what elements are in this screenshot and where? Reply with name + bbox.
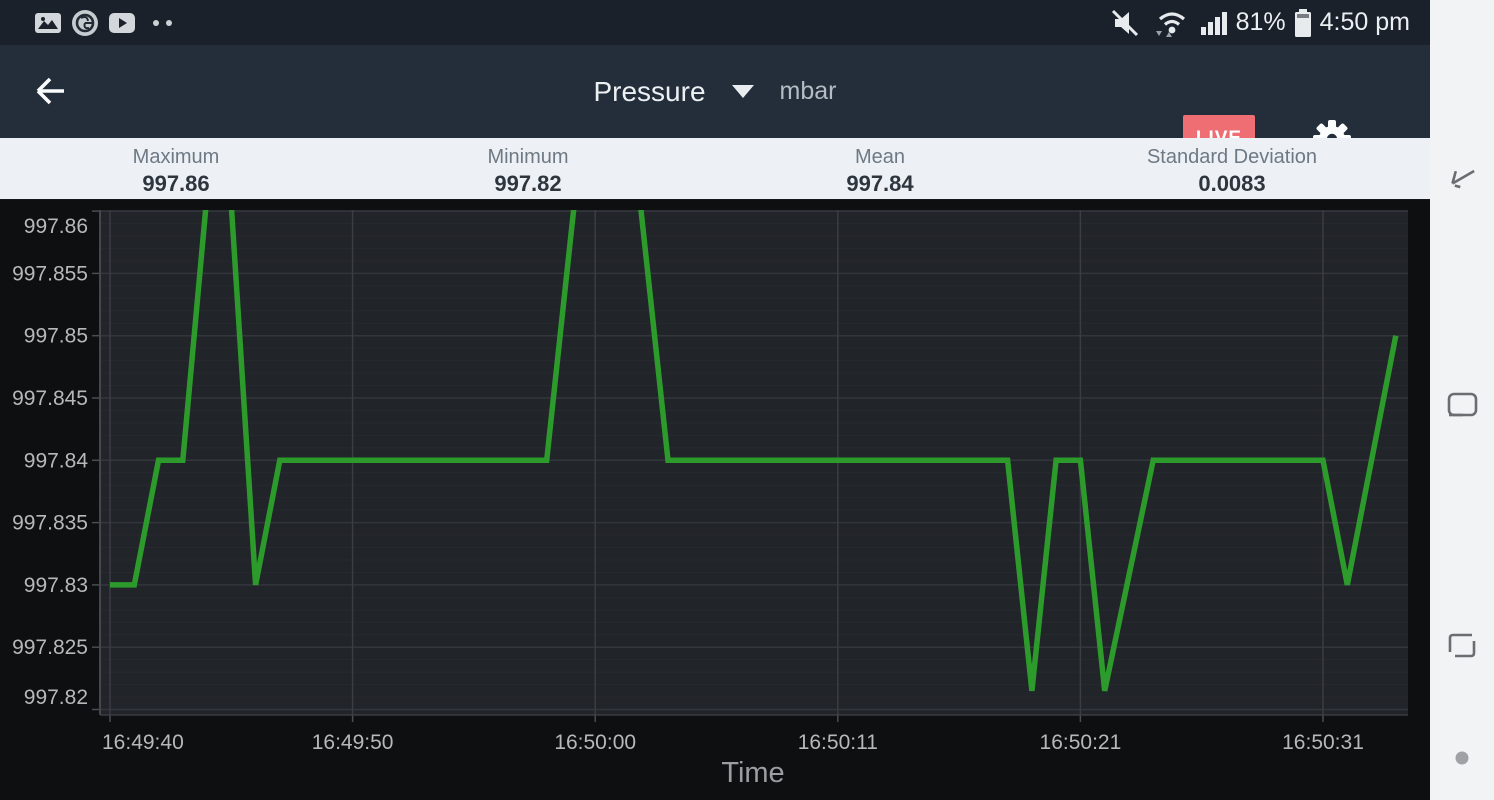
stat-minimum: Minimum 997.82 [352,138,704,199]
back-button[interactable] [28,69,72,113]
stat-label: Maximum [132,145,220,168]
nav-back-icon [1451,169,1475,189]
nav-home-icon [1447,392,1478,417]
stat-mean: Mean 997.84 [704,138,1056,199]
x-axis-title: Time [721,757,784,789]
back-arrow-icon [36,77,64,105]
stat-label: Mean [854,145,906,168]
x-axis-tick-label: 16:49:50 [312,731,394,754]
nav-recents-button[interactable] [1430,614,1494,678]
nav-recents-icon [1448,633,1476,658]
ge-logo-icon [72,9,98,36]
x-axis-tick-label: 16:50:31 [1282,731,1364,754]
nav-back-button[interactable] [1430,146,1494,210]
y-axis-tick-label: 997.855 [12,262,88,285]
nav-home-button[interactable] [1430,372,1494,436]
y-axis-tick-label: 997.835 [12,512,88,535]
pressure-chart[interactable]: 997.86 997.855 997.85 997.845 997.84 997.835 9… [0,200,1430,800]
stat-value: 997.86 [142,170,210,196]
stat-value: 997.82 [494,170,562,196]
play-icon [109,12,135,33]
stat-label: Minimum [487,145,569,168]
stat-value: 997.84 [846,170,914,196]
x-axis-tick-label: 16:49:40 [102,731,184,754]
pressure-chart-svg: 997.86 997.855 997.85 997.845 997.84 997.835 9… [12,210,1408,789]
clock: 4:50 pm [1319,8,1410,36]
mute-icon [1111,9,1138,36]
nav-hide-dot[interactable] [1430,726,1494,790]
unit-label: mbar [779,77,837,105]
stat-maximum: Maximum 997.86 [0,138,352,199]
stats-row: Maximum 997.86 Minimum 997.82 Mean 997.8… [0,138,1430,202]
x-axis-tick-label: 16:50:11 [798,731,878,754]
pressure-line-series [110,210,1399,692]
stat-value: 0.0083 [1198,170,1266,196]
signal-icon [1200,11,1227,35]
more-notifications-dots [153,19,172,26]
x-axis-tick-label: 16:50:00 [554,731,636,754]
y-axis-tick-label: 997.83 [24,574,88,597]
battery-icon [1294,8,1311,37]
y-axis-tick-label: 997.85 [24,325,88,348]
y-axis-tick-label: 997.845 [12,387,88,410]
stat-standard-deviation: Standard Deviation 0.0083 [1056,138,1408,199]
gallery-icon [35,12,61,33]
app-header: Pressure mbar LIVE [0,45,1430,162]
y-axis-tick-label: 997.825 [12,636,88,659]
page-title: Pressure [593,75,706,107]
y-axis-tick-label: 997.84 [24,449,89,472]
stat-label: Standard Deviation [1146,145,1318,168]
x-axis-tick-label: 16:50:21 [1040,731,1122,754]
measurement-selector[interactable]: Pressure [593,75,754,108]
app-screen: 81% 4:50 pm Pressure mbar LIVE [0,0,1430,800]
battery-percent: 81% [1235,8,1286,36]
y-axis-tick-label: 997.82 [24,686,88,709]
status-bar: 81% 4:50 pm [0,0,1430,45]
dropdown-caret-icon [731,85,754,98]
android-nav-bar [1430,0,1494,800]
wifi-icon [1155,11,1185,37]
y-axis-tick-label: 997.86 [24,215,88,238]
